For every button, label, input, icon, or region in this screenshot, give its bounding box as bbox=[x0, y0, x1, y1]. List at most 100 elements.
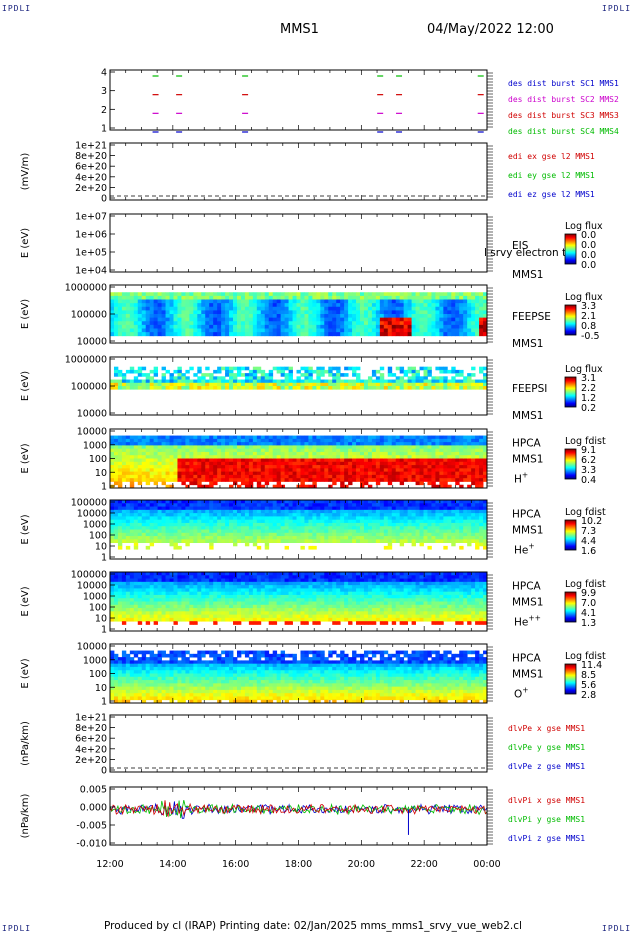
feepsi-pixel bbox=[201, 376, 206, 380]
hpca_h-pixel bbox=[475, 484, 480, 489]
feepse-pixel bbox=[165, 306, 170, 311]
feepsi-pixel bbox=[471, 382, 476, 387]
hpca_h-pixel bbox=[463, 442, 468, 446]
hpca_h-pixel bbox=[288, 435, 293, 440]
hpca_he1-pixel bbox=[463, 503, 468, 507]
hpca_he1-pixel bbox=[320, 509, 325, 514]
hpca_h-pixel bbox=[348, 451, 353, 456]
hpca_he1-pixel bbox=[276, 519, 282, 524]
hpca_he1-pixel bbox=[256, 519, 262, 524]
feepsi-pixel bbox=[229, 386, 234, 390]
feepsi-pixel bbox=[407, 379, 412, 384]
hpca_h-pixel bbox=[296, 461, 301, 466]
hpca_he2-pixel bbox=[110, 581, 115, 586]
feepse-pixel bbox=[217, 317, 222, 322]
hpca_he1-pixel bbox=[276, 526, 282, 530]
hpca_he1-pixel bbox=[201, 503, 206, 507]
feepse-pixel bbox=[280, 328, 286, 333]
feepsi-pixel bbox=[371, 373, 377, 377]
feepse-pixel bbox=[205, 306, 210, 311]
feepse-pixel bbox=[419, 306, 424, 311]
hpca_he1-pixel bbox=[221, 513, 226, 517]
feepsi-pixel bbox=[363, 386, 369, 390]
hpca_he1-pixel bbox=[363, 526, 369, 530]
hpca_h-pixel bbox=[304, 465, 309, 469]
feepse-pixel bbox=[229, 314, 234, 319]
feepse-pixel bbox=[189, 314, 194, 319]
hpca_h-pixel bbox=[173, 438, 178, 443]
hpca_he1-pixel bbox=[117, 545, 123, 550]
hpca_he1-pixel bbox=[371, 522, 377, 527]
hpca_h-pixel bbox=[352, 478, 357, 482]
feepse-pixel bbox=[304, 314, 309, 319]
feepse-pixel bbox=[201, 321, 206, 326]
hpca_he1-pixel bbox=[185, 536, 190, 540]
feepsi-pixel bbox=[125, 382, 131, 387]
hpca_he1-pixel bbox=[407, 536, 412, 540]
hpca_he1-pixel bbox=[145, 503, 151, 507]
hpca_he1-pixel bbox=[375, 536, 381, 540]
feepsi-colorbar-title: Log flux bbox=[565, 364, 603, 375]
hpca_h-pixel bbox=[399, 478, 405, 482]
feepsi-pixel bbox=[308, 376, 313, 380]
hpca_h-pixel bbox=[149, 455, 155, 459]
hpca_h-pixel bbox=[276, 455, 282, 459]
hpca_he1-pixel bbox=[431, 526, 436, 530]
hpca_he1-pixel bbox=[264, 539, 270, 544]
hpca_h-pixel bbox=[225, 461, 230, 466]
hpca_he1-pixel bbox=[296, 522, 301, 527]
feepsi-pixel bbox=[201, 379, 206, 384]
hpca_he1-pixel bbox=[391, 522, 397, 527]
feepse-pixel bbox=[387, 295, 393, 300]
feepse-pixel bbox=[439, 295, 444, 300]
hpca_h-pixel bbox=[324, 448, 329, 453]
hpca_he1-pixel bbox=[443, 513, 448, 517]
feepse-pixel bbox=[248, 292, 254, 297]
hpca_h-pixel bbox=[300, 468, 305, 473]
hpca_he1-pixel bbox=[304, 532, 309, 537]
hpca_h-pixel bbox=[165, 484, 170, 489]
hpca_he1-pixel bbox=[264, 522, 270, 527]
hpca_he1-pixel bbox=[157, 500, 162, 504]
hpca_he1-pixel bbox=[221, 500, 226, 504]
hpca_h-pixel bbox=[110, 465, 115, 469]
hpca_h-pixel bbox=[189, 455, 194, 459]
hpca_h-pixel bbox=[363, 435, 369, 440]
hpca_h-pixel bbox=[185, 438, 190, 443]
hpca_he2-pixel bbox=[110, 601, 115, 606]
feepse-pixel bbox=[467, 317, 472, 322]
feepse-pixel bbox=[280, 295, 286, 300]
hpca_h-pixel bbox=[439, 468, 444, 473]
hpca_he1-pixel bbox=[471, 526, 476, 530]
hpca_he1-pixel bbox=[451, 500, 456, 504]
feepse-pixel bbox=[229, 332, 234, 337]
feepse-pixel bbox=[229, 303, 234, 308]
hpca_h-pixel bbox=[229, 451, 234, 456]
hpca_h-pixel bbox=[423, 442, 428, 446]
feepsi-pixel bbox=[399, 386, 405, 390]
feepsi-pixel bbox=[229, 369, 234, 374]
feepse-pixel bbox=[407, 292, 412, 297]
hpca_h-pixel bbox=[475, 458, 480, 463]
feepse-pixel bbox=[304, 299, 309, 304]
feepse-pixel bbox=[173, 299, 178, 304]
hpca_he1-pixel bbox=[173, 545, 178, 550]
feepse-pixel bbox=[197, 306, 202, 311]
hpca_he1-pixel bbox=[348, 522, 353, 527]
hpca_he1-pixel bbox=[423, 532, 428, 537]
feepsi-pixel bbox=[110, 379, 115, 384]
hpca_he1-pixel bbox=[328, 509, 333, 514]
hpca_he1-pixel bbox=[352, 519, 357, 524]
hpca_he1-pixel bbox=[375, 503, 381, 507]
hpca_h-pixel bbox=[391, 465, 397, 469]
eis-y-tick-label: 1e+04 bbox=[75, 266, 107, 277]
hpca_he1-pixel bbox=[141, 509, 147, 514]
hpca_he1-pixel bbox=[391, 532, 397, 537]
hpca_h-pixel bbox=[137, 461, 143, 466]
hpca_he1-pixel bbox=[324, 509, 329, 514]
hpca_he1-pixel bbox=[129, 500, 135, 504]
hpca_h-pixel bbox=[292, 448, 297, 453]
feepse-pixel bbox=[181, 332, 186, 337]
hpca_he1-pixel bbox=[324, 522, 329, 527]
